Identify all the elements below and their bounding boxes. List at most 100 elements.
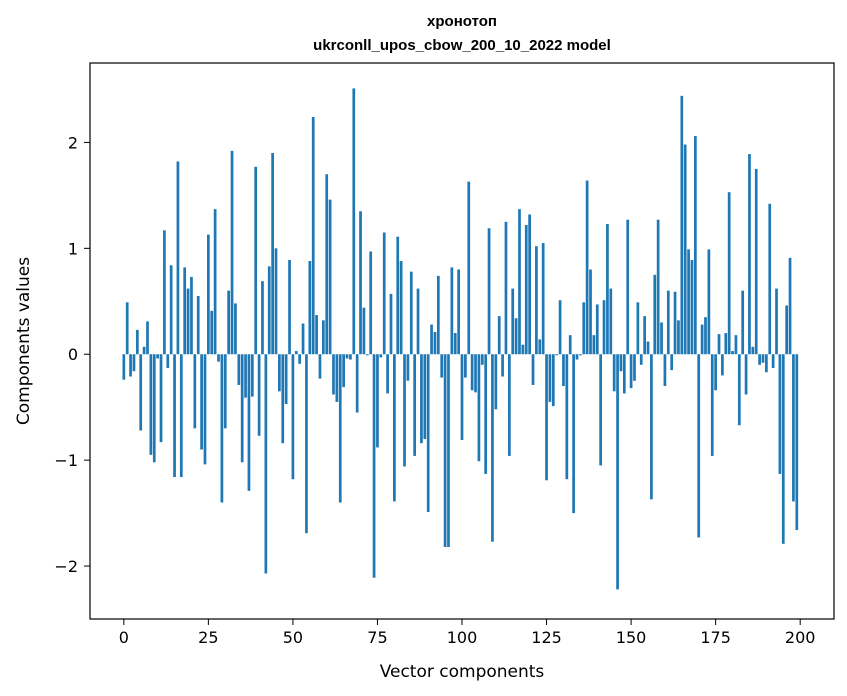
bar-37 [247, 354, 251, 491]
bar-50 [291, 354, 295, 480]
bar-14 [169, 265, 173, 355]
bar-0 [122, 354, 126, 380]
bar-170 [697, 354, 701, 538]
bar-111 [497, 316, 501, 355]
bar-188 [758, 354, 761, 365]
bar-157 [653, 274, 657, 355]
bar-80 [393, 354, 396, 502]
bar-64 [338, 354, 342, 503]
bar-140 [595, 304, 599, 355]
bar-75 [376, 354, 379, 448]
bar-121 [531, 354, 535, 385]
bar-147 [619, 354, 623, 372]
bar-163 [673, 291, 677, 355]
bar-71 [362, 307, 366, 355]
bar-83 [403, 354, 406, 467]
bar-45 [274, 248, 278, 355]
bar-49 [288, 259, 291, 355]
x-tick-label: 75 [367, 628, 387, 647]
bar-105 [477, 354, 481, 462]
bar-116 [514, 318, 518, 355]
bar-79 [389, 293, 393, 355]
bar-10 [156, 354, 159, 359]
bar-144 [609, 288, 613, 355]
bar-124 [541, 243, 545, 355]
bar-65 [342, 354, 345, 388]
bar-5 [139, 354, 143, 431]
bar-72 [365, 354, 369, 356]
chart-title: хронотоп [427, 13, 497, 30]
bar-165 [680, 95, 684, 355]
bar-159 [660, 322, 663, 355]
bar-173 [707, 249, 711, 355]
bar-164 [677, 320, 680, 355]
bar-137 [585, 180, 589, 355]
bar-28 [217, 354, 220, 362]
bar-119 [524, 225, 528, 355]
bar-123 [538, 339, 542, 355]
bar-155 [646, 341, 650, 355]
bar-94 [440, 354, 444, 378]
bar-174 [710, 354, 714, 456]
bar-142 [602, 300, 606, 355]
bar-43 [267, 266, 271, 355]
bar-117 [518, 209, 521, 355]
bar-8 [149, 354, 153, 455]
bar-160 [663, 354, 667, 387]
bar-162 [670, 354, 674, 371]
x-tick-label: 125 [531, 628, 562, 647]
bar-4 [135, 329, 139, 355]
bar-38 [250, 354, 254, 397]
bar-85 [409, 271, 413, 355]
bar-20 [190, 276, 193, 355]
bar-143 [606, 223, 609, 355]
bar-44 [271, 153, 274, 355]
bar-48 [284, 354, 288, 405]
y-axis: −2 −1 0 1 2 [54, 133, 90, 576]
bar-149 [626, 219, 630, 355]
bar-129 [558, 300, 562, 355]
bar-63 [335, 354, 339, 402]
bar-122 [535, 246, 538, 355]
bar-68 [352, 88, 356, 355]
bar-95 [443, 354, 447, 547]
bar-41 [261, 281, 264, 355]
bar-183 [741, 290, 745, 355]
x-tick-label: 100 [447, 628, 478, 647]
bar-193 [775, 288, 778, 355]
bar-13 [166, 354, 170, 369]
y-tick-label: −2 [54, 557, 78, 576]
bar-192 [771, 354, 775, 369]
bar-70 [359, 211, 362, 355]
bar-175 [714, 354, 717, 391]
y-tick-label: 2 [68, 133, 78, 152]
bar-91 [430, 324, 433, 355]
bar-134 [575, 354, 579, 360]
bar-54 [305, 354, 308, 534]
bar-181 [734, 335, 738, 355]
bar-127 [551, 354, 555, 407]
bar-74 [372, 354, 376, 578]
bar-196 [785, 305, 789, 355]
bar-151 [633, 354, 636, 381]
bar-112 [501, 354, 504, 377]
bar-24 [203, 354, 207, 465]
bar-69 [355, 354, 359, 413]
bar-61 [328, 199, 332, 355]
bar-115 [511, 288, 515, 355]
bar-52 [298, 354, 302, 364]
bar-187 [754, 168, 758, 355]
bar-96 [447, 354, 450, 547]
bar-62 [332, 354, 335, 395]
bar-36 [244, 354, 247, 398]
bar-185 [748, 154, 751, 355]
bar-9 [152, 354, 156, 463]
bar-32 [230, 150, 234, 355]
bar-98 [453, 333, 457, 355]
bar-139 [592, 335, 596, 355]
bar-101 [464, 354, 467, 378]
bar-35 [240, 354, 244, 463]
bar-60 [325, 174, 329, 355]
bar-172 [704, 317, 707, 355]
bar-167 [687, 249, 690, 355]
